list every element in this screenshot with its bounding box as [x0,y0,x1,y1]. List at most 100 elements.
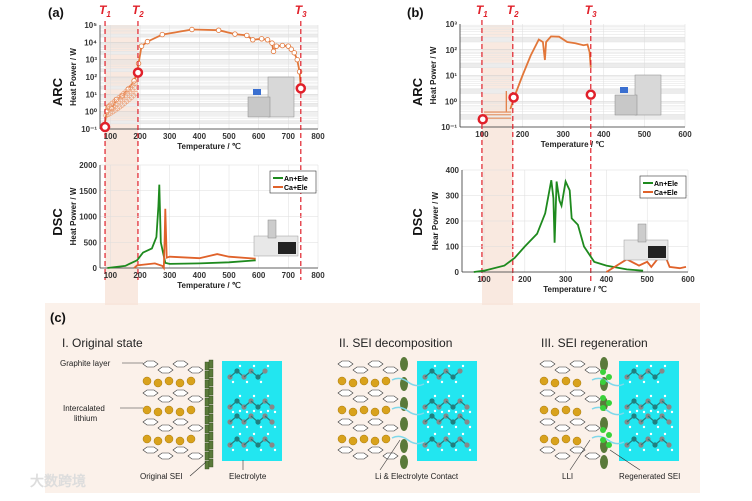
atom [262,368,268,374]
hydrogen-atom [635,432,639,436]
sei-fragment [600,455,608,469]
series-line-ca-ele [605,249,687,273]
lithium-atom [359,405,369,415]
hydrogen-atom [426,425,430,429]
graphite-hexagon [352,395,369,403]
li-electrolyte-contact-path [591,406,625,416]
threshold-marker [295,83,307,94]
y-tick-label: 0 [93,264,98,273]
hydrogen-atom [426,380,430,384]
instrument-unit [247,96,271,118]
hydrogen-atom [231,448,235,452]
leader-line [379,439,401,471]
atom [666,442,672,448]
threshold-label-t3: T3 [585,3,597,19]
graphite-hexagon [187,452,204,460]
stage-title-3: III. SEI regeneration [541,336,648,350]
hydrogen-atom [642,425,646,429]
x-tick-label: 700 [282,271,296,280]
graphite-hexagon [569,360,586,368]
label-original-sei: Original SEI [140,472,183,481]
x-tick-label: 500 [222,132,236,141]
sei-block [204,388,210,398]
x-axis-label: Temperature / ℃ [177,142,241,151]
lithium-atom [186,405,196,415]
sei-block [208,368,214,378]
row-label-dsc-a: DSC [50,208,65,236]
lithium-atom [539,405,549,415]
legend-label: Ca+Ele [284,185,308,192]
leader-line [609,449,641,471]
series-line-arc [509,35,592,110]
graphite-hexagon [382,366,399,374]
hydrogen-atom [252,394,256,398]
label-electrolyte: Electrolyte [229,472,267,481]
threshold-label-t3: T3 [295,3,307,19]
hydrogen-atom [656,380,660,384]
atom [659,368,665,374]
diagram-layer [120,357,679,477]
hydrogen-atom [245,448,249,452]
y-tick-label: 10⁻¹ [81,125,97,134]
threshold-subscript: 2 [138,10,144,19]
x-tick-label: 300 [163,271,177,280]
hydrogen-atom [628,410,632,414]
text-layer: (a) (b) (c) ARC DSC ARC DSC I. Original … [30,5,680,489]
sei-block [208,422,214,432]
label-intercalated: Intercalated [63,404,105,413]
y-axis-label: Heat Power / W [69,48,78,106]
y-tick-label: 10⁰ [445,97,458,106]
hydrogen-atom [642,448,646,452]
instrument-panel [648,246,666,258]
data-point [264,37,271,43]
lithium-atom [550,378,560,388]
hydrogen-atom [266,432,270,436]
y-tick-label: 10² [85,73,97,82]
hydrogen-atom [238,394,242,398]
hydrogen-atom [649,364,653,368]
hydrogen-atom [642,380,646,384]
graphite-hexagon [352,452,369,460]
y-tick-label: 2000 [79,161,97,170]
grid-band [100,103,318,107]
lithium-atom [142,405,152,415]
atom [269,404,275,410]
lithium-atom [370,436,380,446]
hydrogen-atom [245,410,249,414]
data-point [279,42,286,49]
graphite-hexagon [352,424,369,432]
data-point [288,46,295,52]
data-point [232,31,238,37]
hydrogen-atom [635,409,639,413]
graphite-hexagon [367,418,384,426]
graphite-hexagon [539,446,556,454]
lithium-atom [186,376,196,386]
x-tick-label: 400 [600,275,614,284]
lithium-atom [561,405,571,415]
graphite-hexagon [337,418,354,426]
data-point [294,56,300,63]
li-electrolyte-contact-path [391,406,425,416]
x-tick-label: 800 [311,271,325,280]
instrument-cabinet [267,76,295,118]
hydrogen-atom [231,425,235,429]
lithium-atom [175,407,185,417]
graphite-hexagon [157,395,174,403]
leader-line [569,439,591,471]
lithium-atom [572,407,582,417]
hydrogen-atom [447,394,451,398]
lithium-atom [359,376,369,386]
series-line-an-ele [473,178,644,273]
graphite-hexagon [382,395,399,403]
x-tick-label: 100 [477,275,491,284]
label-lithium: lithium [74,414,97,423]
hydrogen-atom [642,410,646,414]
data-point [250,37,256,43]
graphite-hexagon [337,389,354,397]
sei-block [204,379,210,389]
instrument-image [247,76,295,118]
instrument-cabinet [634,74,662,116]
hydrogen-atom [273,410,277,414]
grid-band [100,51,318,55]
atom [666,404,672,410]
